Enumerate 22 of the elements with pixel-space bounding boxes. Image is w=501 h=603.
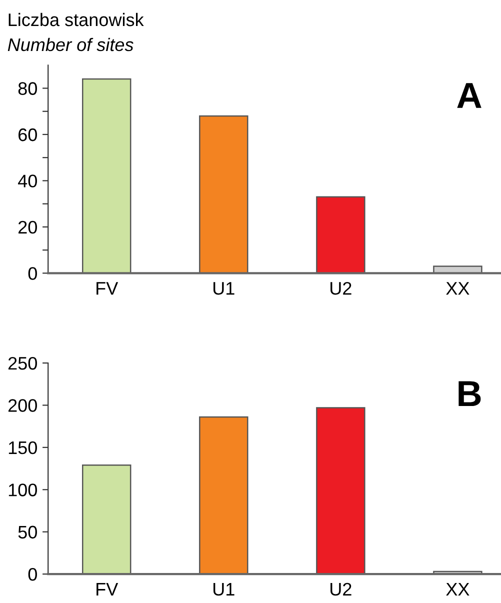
y-tick-label: 50: [18, 526, 37, 539]
x-tick-label: XX: [446, 282, 470, 295]
y-tick-label: 60: [18, 128, 37, 142]
y-tick-label: 40: [18, 174, 37, 188]
y-axis-title: Liczba stanowisk Number of sites: [8, 12, 144, 52]
x-tick-label: U1: [213, 583, 234, 596]
y-tick-label: 100: [8, 484, 37, 496]
x-tick-label: FV: [96, 282, 118, 295]
y-tick-label: 200: [8, 399, 37, 412]
x-tick-label: XX: [446, 583, 470, 596]
y-tick-label: 0: [28, 568, 37, 581]
x-tick-label: FV: [96, 583, 118, 596]
x-tick-label: U2: [330, 282, 352, 295]
y-tick-label: 250: [8, 356, 37, 370]
y-tick-label: 150: [8, 441, 37, 454]
y-tick-label: 20: [18, 220, 37, 234]
x-tick-label: U1: [213, 282, 234, 295]
x-tick-label: U2: [330, 582, 352, 596]
annotation: B: [458, 381, 481, 406]
y-tick-label: 80: [18, 82, 37, 95]
y-tick-label: 0: [28, 267, 37, 280]
annotation: A: [457, 83, 482, 108]
